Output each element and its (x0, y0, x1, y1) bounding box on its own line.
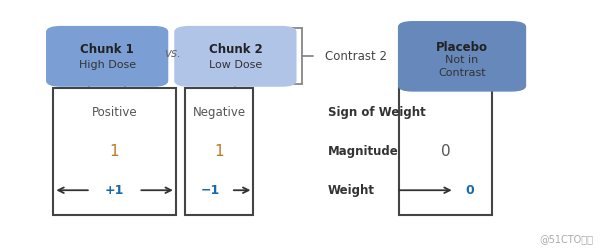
Text: Magnitude: Magnitude (328, 145, 399, 158)
Text: −1: −1 (200, 184, 220, 197)
FancyBboxPatch shape (174, 26, 297, 87)
Text: Sign of Weight: Sign of Weight (328, 106, 426, 119)
Text: Positive: Positive (92, 106, 137, 119)
Bar (185, 88, 253, 215)
Text: +1: +1 (105, 184, 124, 197)
Text: High Dose: High Dose (79, 60, 135, 70)
Text: Weight: Weight (328, 184, 375, 197)
Text: vs.: vs. (164, 47, 181, 61)
Text: 0: 0 (465, 184, 474, 197)
Bar (399, 88, 492, 215)
Text: Chunk 2: Chunk 2 (208, 43, 262, 56)
Text: Low Dose: Low Dose (209, 60, 262, 70)
Bar (54, 88, 176, 215)
Text: @51CTO博客: @51CTO博客 (539, 234, 593, 244)
Text: Placebo: Placebo (436, 41, 488, 54)
FancyBboxPatch shape (398, 21, 526, 92)
Text: Not in
Contrast: Not in Contrast (438, 55, 486, 78)
Text: 0: 0 (441, 144, 450, 159)
Text: 1: 1 (214, 144, 224, 159)
Text: Contrast 2: Contrast 2 (325, 50, 387, 63)
FancyBboxPatch shape (46, 26, 169, 87)
Text: 1: 1 (110, 144, 119, 159)
Text: Negative: Negative (193, 106, 246, 119)
Text: Chunk 1: Chunk 1 (80, 43, 134, 56)
